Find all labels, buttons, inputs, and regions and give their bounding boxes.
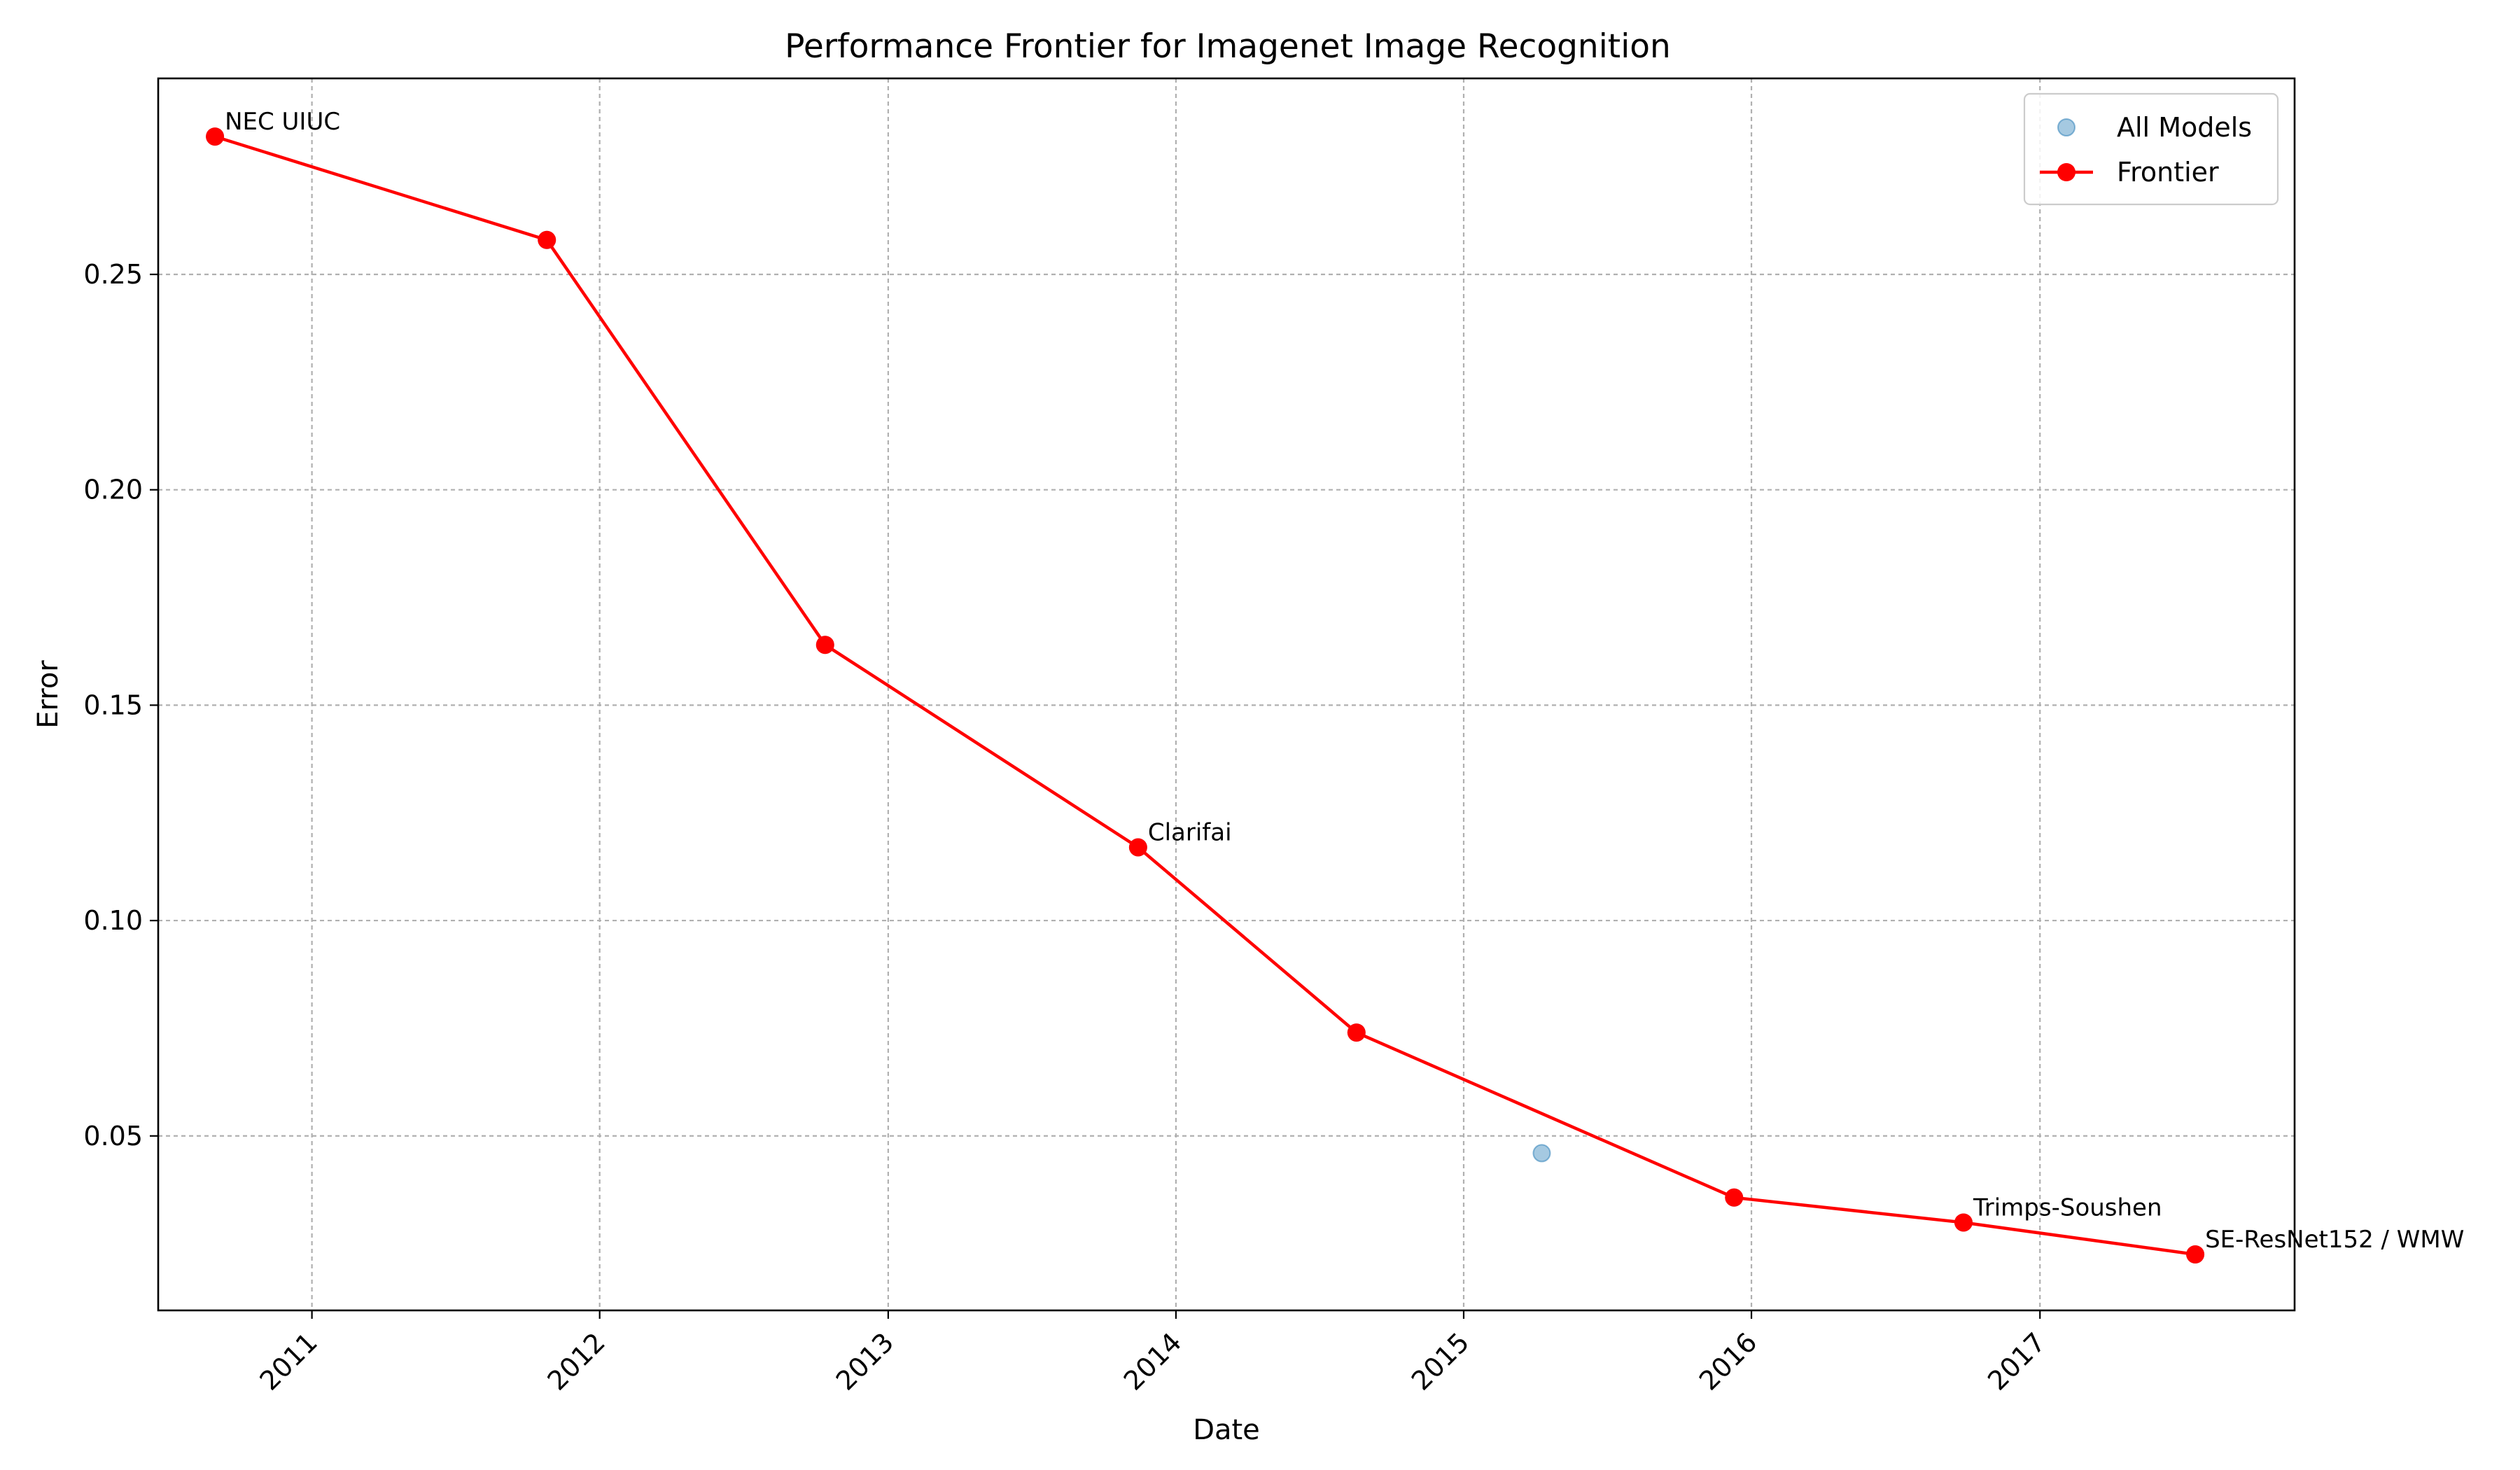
point-annotation: NEC UIUC xyxy=(225,108,340,136)
data-points xyxy=(206,127,2205,1264)
x-axis-label: Date xyxy=(1193,1414,1260,1446)
y-tick-label: 0.05 xyxy=(83,1121,143,1152)
frontier-point xyxy=(816,636,834,654)
legend-frontier-marker xyxy=(2057,163,2076,181)
legend: All Models Frontier xyxy=(2023,92,2279,206)
all-models-point xyxy=(1532,1144,1551,1163)
legend-all-models-marker xyxy=(2057,118,2076,136)
grid xyxy=(158,78,2295,1310)
point-annotation: Trimps-Soushen xyxy=(1973,1194,2162,1222)
frontier-line-path xyxy=(214,134,2196,1256)
y-axis-label: Error xyxy=(32,660,64,729)
y-tick-label: 0.25 xyxy=(83,259,143,290)
frontier-point xyxy=(1128,838,1147,857)
y-tick-label: 0.20 xyxy=(83,475,143,505)
plot-frame xyxy=(157,77,2296,1312)
frontier-point xyxy=(2186,1245,2205,1264)
frontier-point xyxy=(1725,1188,1744,1207)
legend-frontier-label: Frontier xyxy=(2117,157,2219,188)
legend-box xyxy=(2023,92,2279,206)
frontier-point xyxy=(1954,1213,1973,1232)
frontier-point xyxy=(1347,1023,1366,1042)
y-tick-label: 0.15 xyxy=(83,690,143,720)
chart-title: Performance Frontier for Imagenet Image … xyxy=(785,27,1671,66)
annotations: NEC UIUC Clarifai Trimps-Soushen SE-ResNet1… xyxy=(225,108,2464,1254)
frontier-point xyxy=(206,127,225,146)
point-annotation: SE-ResNet152 / WMW xyxy=(2205,1226,2464,1254)
y-axis: 0.05 0.10 0.15 0.20 0.25 xyxy=(83,259,158,1152)
frontier-line xyxy=(214,134,2196,1256)
legend-all-models-label: All Models xyxy=(2117,112,2252,143)
y-tick-label: 0.10 xyxy=(83,905,143,936)
frontier-point xyxy=(538,230,556,249)
point-annotation: Clarifai xyxy=(1148,818,1232,846)
